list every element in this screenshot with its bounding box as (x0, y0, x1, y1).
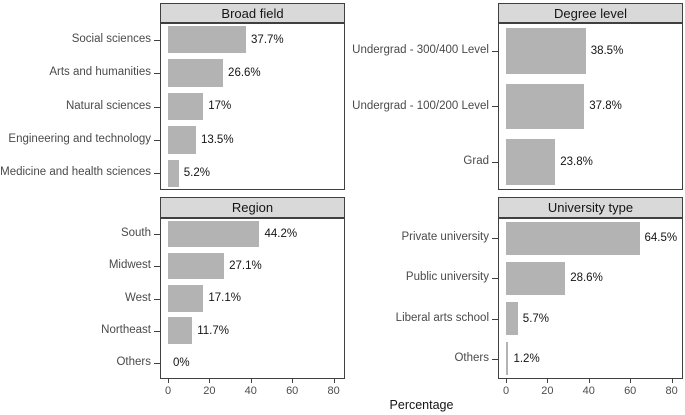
bar (506, 302, 518, 336)
category-label: South (120, 227, 151, 240)
facet-title: Broad field (221, 5, 284, 21)
y-axis-tick (154, 73, 160, 74)
x-axis-tick (547, 379, 549, 383)
y-axis-tick (154, 140, 160, 141)
category-label: Others (116, 355, 151, 368)
bar (506, 83, 585, 130)
bar-value-label: 13.5% (200, 133, 234, 146)
x-axis-tick (588, 379, 590, 383)
bar (168, 126, 196, 154)
x-axis-tick-label: 20 (203, 385, 216, 397)
y-axis-tick (154, 331, 160, 332)
bar-value-label: 27.1% (229, 260, 262, 273)
bar (168, 285, 204, 312)
bar-value-label: 26.6% (228, 67, 261, 80)
bar (168, 26, 247, 54)
bar (168, 92, 204, 121)
bar-value-label: 11.7% (197, 324, 229, 337)
bar-value-label: 37.7% (251, 33, 284, 46)
bar-value-label: 17% (208, 100, 232, 113)
bar-value-label: 44.2% (264, 228, 298, 241)
y-axis-tick (154, 299, 160, 300)
y-axis-tick (492, 359, 498, 360)
bar-value-label: 0% (173, 356, 190, 369)
x-axis-tick (250, 379, 252, 383)
bar-value-label: 1.2% (513, 352, 540, 365)
bar (506, 342, 509, 376)
y-axis-tick (154, 173, 160, 174)
y-axis-tick (154, 234, 160, 235)
x-axis-tick (333, 379, 335, 383)
x-axis-tick-label: 0 (502, 385, 510, 397)
x-axis-tick-label: 20 (541, 385, 554, 397)
x-axis-tick (209, 379, 211, 383)
x-axis-tick (506, 379, 507, 383)
category-label: Undergrad - 100/200 Level (352, 99, 489, 112)
category-label: West (125, 291, 151, 304)
bar (168, 59, 224, 87)
bar-value-label: 38.5% (590, 44, 624, 57)
y-axis-tick (154, 363, 160, 364)
x-axis-tick (671, 379, 673, 383)
y-axis-tick (492, 238, 498, 239)
x-axis-tick (168, 379, 169, 383)
category-label: Public university (405, 271, 489, 284)
facet-title: University type (547, 200, 634, 215)
bar-value-label: 28.6% (570, 272, 603, 285)
category-label: Liberal arts school (395, 311, 489, 324)
y-axis-tick (492, 278, 498, 279)
y-axis-tick (154, 107, 160, 108)
bar-value-label: 23.8% (560, 156, 593, 169)
bar (168, 253, 225, 280)
bar (506, 221, 640, 255)
facet-strip-degree-level: Degree level (498, 3, 683, 23)
facet-title: Region (231, 200, 274, 215)
x-axis-tick-label: 60 (624, 385, 637, 397)
x-axis-tick-label: 40 (244, 385, 257, 397)
category-label: Others (454, 351, 489, 364)
y-axis-tick (492, 51, 498, 52)
facet-strip-university-type: University type (498, 197, 683, 218)
y-axis-tick (492, 106, 498, 107)
x-axis-tick (292, 379, 294, 383)
bar-value-label: 5.2% (183, 167, 210, 180)
y-axis-tick (492, 162, 498, 163)
bar-value-label: 5.7% (522, 312, 550, 325)
y-axis-tick (154, 40, 160, 41)
bar (506, 261, 566, 295)
x-axis-tick-label: 80 (327, 385, 340, 397)
y-axis-tick (154, 266, 160, 267)
bar (506, 28, 586, 74)
category-label: Grad (463, 155, 489, 168)
facet-strip-region: Region (160, 197, 345, 218)
bar (168, 159, 179, 187)
x-axis-tick-label: 80 (665, 385, 678, 397)
bar-value-label: 64.5% (644, 232, 678, 245)
bar-value-label: 37.8% (589, 100, 622, 113)
category-label: Medicine and health sciences (0, 166, 151, 179)
facet-title: Degree level (554, 5, 627, 21)
x-axis-title: Percentage (389, 398, 454, 412)
bar (168, 317, 193, 344)
x-axis-tick-label: 40 (582, 385, 595, 397)
bar-value-label: 17.1% (208, 292, 241, 305)
category-label: Natural sciences (65, 99, 151, 112)
category-label: Northeast (101, 323, 151, 336)
category-label: Social sciences (71, 32, 151, 45)
category-label: Private university (401, 231, 489, 244)
category-label: Arts and humanities (49, 66, 151, 79)
bar (506, 139, 556, 185)
x-axis-tick (630, 379, 632, 383)
y-axis-tick (492, 319, 498, 320)
category-label: Engineering and technology (8, 132, 151, 145)
facet-strip-broad-field: Broad field (160, 3, 345, 23)
bar (168, 220, 260, 248)
category-label: Undergrad - 300/400 Level (352, 43, 489, 56)
category-label: Midwest (108, 259, 151, 272)
x-axis-tick-label: 60 (286, 385, 299, 397)
x-axis-tick-label: 0 (164, 385, 172, 397)
